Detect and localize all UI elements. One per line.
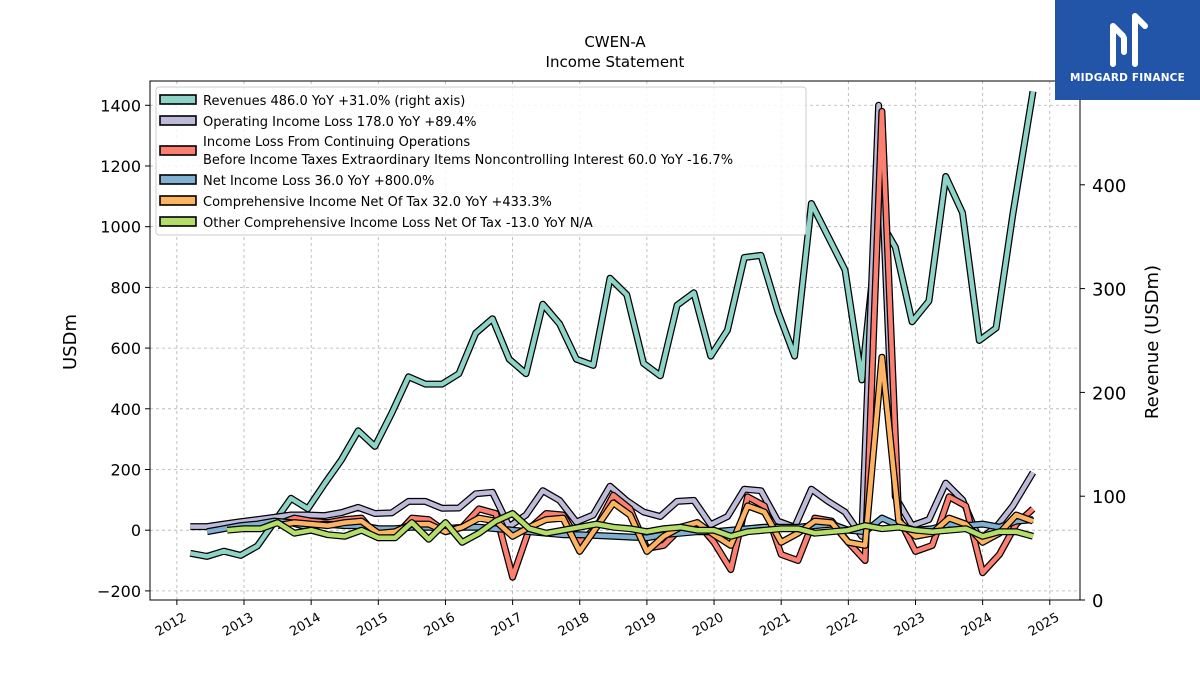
- y-right-tick-label: 300: [1092, 280, 1126, 301]
- legend-swatch: [159, 216, 197, 227]
- y-right-tick-label: 100: [1092, 487, 1126, 508]
- x-tick-label: 2016: [422, 610, 458, 640]
- legend-label: Net Income Loss 36.0 YoY +800.0%: [203, 174, 434, 189]
- y-tick-label: 0: [131, 521, 141, 540]
- y-tick-label: 1000: [100, 218, 141, 237]
- y-axis-label: USDm: [60, 314, 81, 370]
- y-right-tick-label: 200: [1092, 383, 1126, 404]
- y-right-tick-label: 0: [1092, 591, 1103, 612]
- x-tick-label: 2024: [959, 610, 995, 640]
- chart-subtitle: Income Statement: [546, 53, 685, 71]
- midgard-logo-icon: [1110, 13, 1148, 67]
- legend-label-line2: Before Income Taxes Extraordinary Items …: [203, 153, 733, 168]
- x-tick-label: 2017: [489, 610, 525, 640]
- x-tick-label: 2012: [153, 610, 189, 640]
- plot-frame: [149, 80, 1081, 601]
- legend-swatch: [159, 174, 197, 185]
- legend-label: Revenues 486.0 YoY +31.0% (right axis): [203, 94, 465, 109]
- legend: Revenues 486.0 YoY +31.0% (right axis) Op…: [155, 86, 807, 236]
- y-tick-label: 800: [110, 278, 141, 297]
- y-tick-label: 400: [110, 400, 141, 419]
- x-tick-label: 2025: [1026, 610, 1062, 640]
- y-tick-label: 1200: [100, 157, 141, 176]
- legend-frame: [155, 86, 807, 236]
- x-tick-label: 2014: [287, 610, 323, 640]
- chart-title: CWEN-A: [584, 33, 646, 51]
- series-lines: [189, 90, 1037, 581]
- y-tick-label: 200: [110, 460, 141, 479]
- brand-logo: MIDGARD FINANCE: [1055, 0, 1200, 100]
- x-tick-label: 2021: [757, 610, 793, 640]
- legend-swatch: [159, 94, 197, 105]
- legend-swatch: [159, 115, 197, 126]
- series-line: [226, 511, 1034, 545]
- legend-swatch: [159, 145, 197, 156]
- x-tick-label: 2023: [892, 610, 928, 640]
- legend-label: Income Loss From Continuing Operations: [203, 135, 470, 150]
- y-tick-label: −200: [97, 582, 141, 601]
- y-right-tick-label: 400: [1092, 176, 1126, 197]
- legend-label: Comprehensive Income Net Of Tax 32.0 YoY…: [203, 195, 552, 210]
- y-tick-label: 1400: [100, 96, 141, 115]
- x-tick-label: 2018: [556, 610, 592, 640]
- x-tick-label: 2022: [825, 610, 861, 640]
- x-tick-label: 2020: [690, 610, 726, 640]
- y-axis-right-label: Revenue (USDm): [1142, 265, 1163, 419]
- x-tick-label: 2019: [623, 610, 659, 640]
- brand-name: MIDGARD FINANCE: [1070, 72, 1185, 84]
- x-tick-label: 2015: [354, 610, 390, 640]
- legend-swatch: [159, 195, 197, 206]
- x-tick-label: 2013: [220, 610, 256, 640]
- legend-label: Other Comprehensive Income Loss Net Of T…: [203, 216, 593, 231]
- y-tick-label: 600: [110, 339, 141, 358]
- legend-label: Operating Income Loss 178.0 YoY +89.4%: [203, 115, 477, 130]
